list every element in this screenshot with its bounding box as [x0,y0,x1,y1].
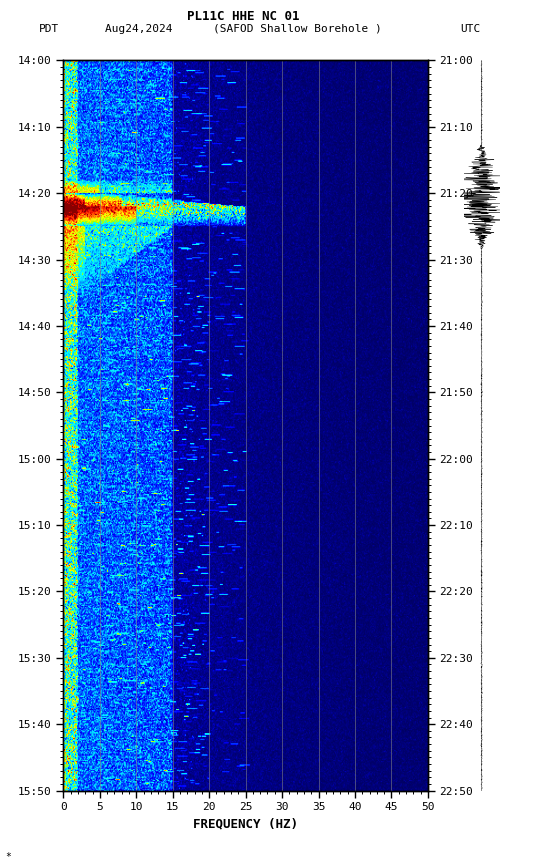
Text: Aug24,2024      (SAFOD Shallow Borehole ): Aug24,2024 (SAFOD Shallow Borehole ) [104,24,381,35]
Text: PL11C HHE NC 01: PL11C HHE NC 01 [187,10,299,23]
Text: UTC: UTC [460,24,480,35]
Text: PDT: PDT [39,24,59,35]
X-axis label: FREQUENCY (HZ): FREQUENCY (HZ) [193,818,298,831]
Text: *: * [6,852,12,861]
